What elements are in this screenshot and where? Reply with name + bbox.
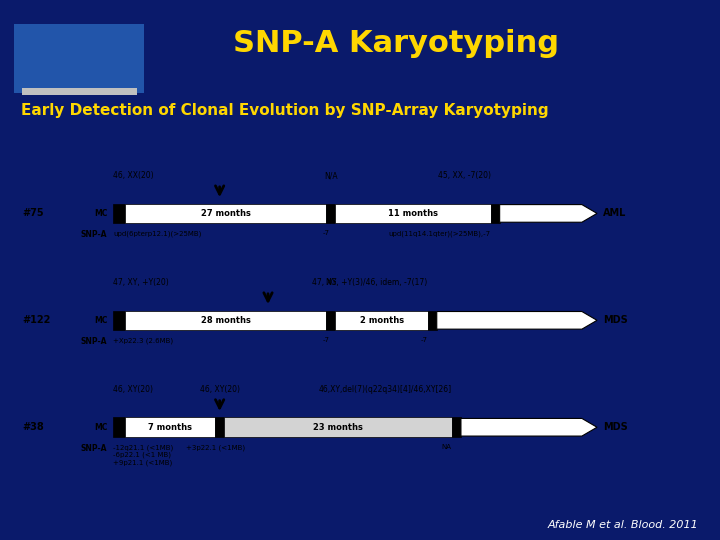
Text: SNP-A Karyotyping: SNP-A Karyotyping <box>233 29 559 58</box>
Bar <box>490 204 500 223</box>
Text: NG: NG <box>325 278 337 287</box>
Text: NA: NA <box>442 444 452 450</box>
Text: 45, XX, -7(20): 45, XX, -7(20) <box>438 171 490 180</box>
Bar <box>326 310 336 330</box>
Text: Afable M et al. Blood. 2011: Afable M et al. Blood. 2011 <box>548 521 698 530</box>
Text: MDS: MDS <box>603 422 628 432</box>
Text: 11 months: 11 months <box>388 209 438 218</box>
Bar <box>336 204 490 223</box>
Text: 46, XX(20): 46, XX(20) <box>113 171 154 180</box>
Text: 27 months: 27 months <box>201 209 251 218</box>
Bar <box>125 204 326 223</box>
Text: SNP-A: SNP-A <box>81 444 107 453</box>
Text: #75: #75 <box>22 208 44 218</box>
Bar <box>125 310 326 330</box>
Text: -7: -7 <box>323 338 330 343</box>
Bar <box>224 417 452 437</box>
Text: 2 months: 2 months <box>359 316 404 325</box>
Text: #122: #122 <box>22 315 51 325</box>
Bar <box>113 310 125 330</box>
Text: 47, XY, +Y(20): 47, XY, +Y(20) <box>113 278 169 287</box>
Text: 7 months: 7 months <box>148 423 192 432</box>
Text: MC: MC <box>94 423 107 432</box>
Polygon shape <box>500 205 597 222</box>
Bar <box>113 204 125 223</box>
Text: +Xp22.3 (2.6MB): +Xp22.3 (2.6MB) <box>113 338 174 344</box>
Text: SNP-A: SNP-A <box>81 338 107 346</box>
Text: #38: #38 <box>22 422 44 432</box>
Text: -7: -7 <box>323 231 330 237</box>
Text: N/A: N/A <box>324 171 338 180</box>
Bar <box>14 24 144 93</box>
Text: 47, XY, +Y(3)/46, idem, -7(17): 47, XY, +Y(3)/46, idem, -7(17) <box>312 278 428 287</box>
Text: 46, XY(20): 46, XY(20) <box>199 385 240 394</box>
Text: +3p22.1 (<1MB): +3p22.1 (<1MB) <box>186 444 245 451</box>
Bar <box>452 417 461 437</box>
Text: MC: MC <box>94 316 107 325</box>
Bar <box>428 310 437 330</box>
Text: MC: MC <box>94 209 107 218</box>
Bar <box>326 204 336 223</box>
Text: -7: -7 <box>420 338 428 343</box>
Bar <box>22 88 137 96</box>
Bar <box>336 310 428 330</box>
Text: -12q21.1 (<1MB)
-6p22.1 (<1 MB)
+9p21.1 (<1MB): -12q21.1 (<1MB) -6p22.1 (<1 MB) +9p21.1 … <box>113 444 174 465</box>
Bar <box>215 417 224 437</box>
Polygon shape <box>437 312 597 329</box>
Text: 46, XY(20): 46, XY(20) <box>113 385 153 394</box>
Text: 46,XY,del(7)(q22q34)[4]/46,XY[26]: 46,XY,del(7)(q22q34)[4]/46,XY[26] <box>319 385 452 394</box>
Polygon shape <box>461 418 597 436</box>
Text: AML: AML <box>603 208 626 218</box>
Text: SNP-A: SNP-A <box>81 231 107 239</box>
Text: 23 months: 23 months <box>313 423 363 432</box>
Bar <box>113 417 125 437</box>
Text: Early Detection of Clonal Evolution by SNP-Array Karyotyping: Early Detection of Clonal Evolution by S… <box>22 103 549 118</box>
Bar <box>125 417 215 437</box>
Text: upd(6pterp12.1)(>25MB): upd(6pterp12.1)(>25MB) <box>113 231 202 237</box>
Text: upd(11q14.1qter)(>25MB),-7: upd(11q14.1qter)(>25MB),-7 <box>389 231 490 237</box>
Text: 28 months: 28 months <box>201 316 251 325</box>
Text: MDS: MDS <box>603 315 628 325</box>
